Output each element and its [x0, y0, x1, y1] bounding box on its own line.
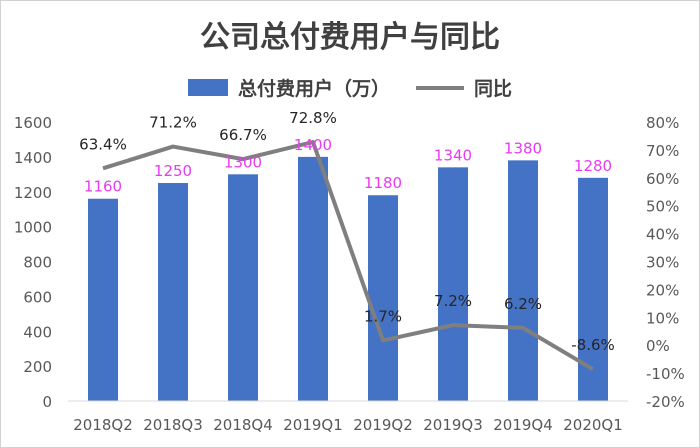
y-left-tick-label: 400 [23, 323, 52, 341]
bar-2019Q1 [298, 156, 328, 401]
x-tick-label: 2018Q2 [73, 416, 133, 434]
x-tick-label: 2019Q4 [493, 416, 553, 434]
y-left-tick-label: 600 [23, 288, 52, 306]
chart-legend: 总付费用户（万） 同比 [0, 74, 700, 101]
y-right-tick-label: 0% [646, 337, 670, 355]
bar-data-label: 1380 [504, 139, 542, 157]
bar-2019Q3 [438, 167, 468, 401]
line-data-label: -8.6% [571, 336, 615, 354]
bar-data-label: 1160 [84, 178, 122, 196]
y-left-tick-label: 200 [23, 358, 52, 376]
line-data-label: 1.7% [364, 307, 402, 325]
bar-data-label: 1250 [154, 162, 192, 180]
y-right-tick-label: 20% [646, 281, 679, 299]
y-right-tick-label: -20% [646, 393, 685, 411]
y-right-tick-label: -10% [646, 365, 685, 383]
bar-data-label: 1300 [224, 153, 262, 171]
x-tick-label: 2020Q1 [563, 416, 623, 434]
line-data-label: 71.2% [149, 114, 197, 132]
y-right-tick-label: 70% [646, 142, 679, 160]
x-tick-label: 2019Q3 [423, 416, 483, 434]
y-left-tick-label: 1000 [14, 219, 52, 237]
y-right-tick-label: 80% [646, 114, 679, 132]
bar-data-label: 1280 [574, 157, 612, 175]
y-left-tick-label: 1400 [14, 149, 52, 167]
x-tick-label: 2019Q2 [353, 416, 413, 434]
x-tick-label: 2018Q3 [143, 416, 203, 434]
bar-2018Q3 [158, 183, 188, 401]
legend-label-bar: 总付费用户（万） [237, 78, 390, 100]
bar-data-label: 1340 [434, 146, 472, 164]
legend-swatch-line [416, 85, 464, 90]
y-left-tick-label: 1200 [14, 184, 52, 202]
y-right-tick-label: 10% [646, 309, 679, 327]
line-data-label: 72.8% [289, 109, 337, 127]
bar-2019Q4 [508, 160, 538, 401]
bar-data-label: 1180 [364, 174, 402, 192]
y-left-tick-label: 0 [42, 393, 52, 411]
bar-2019Q2 [368, 195, 398, 401]
y-left-tick-label: 1600 [14, 114, 52, 132]
y-left-tick-label: 800 [23, 254, 52, 272]
line-data-label: 63.4% [79, 135, 127, 153]
y-right-tick-label: 60% [646, 170, 679, 188]
line-yoy [102, 140, 595, 371]
y-right-tick-label: 30% [646, 254, 679, 272]
x-tick-label: 2018Q4 [213, 416, 273, 434]
line-data-label: 6.2% [504, 295, 542, 313]
y-right-tick-label: 50% [646, 198, 679, 216]
chart-title: 公司总付费用户与同比 [200, 20, 500, 55]
bar-data-label: 1400 [294, 136, 332, 154]
bar-2018Q2 [88, 198, 118, 401]
legend-swatch-bar [187, 79, 228, 96]
y-right-tick-label: 40% [646, 226, 679, 244]
legend-label-line: 同比 [474, 78, 513, 100]
line-data-label: 66.7% [219, 126, 267, 144]
bar-2018Q4 [228, 174, 258, 401]
x-tick-label: 2019Q1 [283, 416, 343, 434]
line-data-label: 7.2% [434, 292, 472, 310]
